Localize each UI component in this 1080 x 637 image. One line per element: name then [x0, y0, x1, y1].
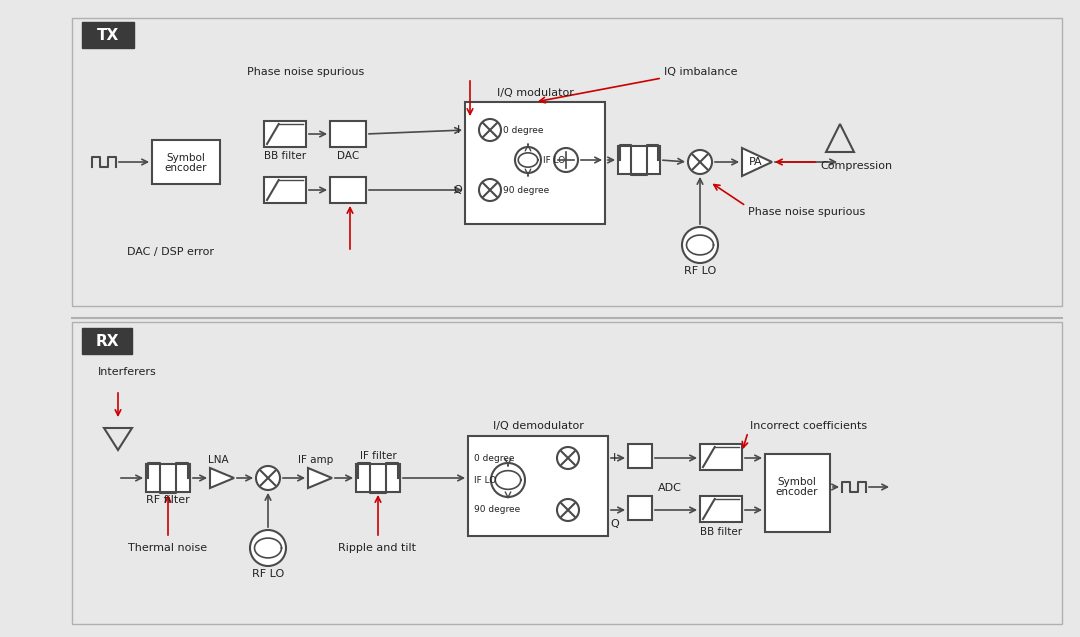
Text: RF LO: RF LO: [252, 569, 284, 579]
Text: I/Q modulator: I/Q modulator: [497, 88, 573, 98]
FancyBboxPatch shape: [330, 121, 366, 147]
Circle shape: [554, 148, 578, 172]
Text: encoder: encoder: [165, 163, 207, 173]
Text: BB filter: BB filter: [264, 151, 306, 161]
Text: DAC: DAC: [337, 151, 360, 161]
Text: PA: PA: [750, 157, 762, 167]
Text: RF LO: RF LO: [684, 266, 716, 276]
FancyBboxPatch shape: [627, 496, 652, 520]
Text: IF LO: IF LO: [474, 475, 496, 485]
Polygon shape: [742, 148, 772, 176]
FancyBboxPatch shape: [264, 121, 306, 147]
FancyBboxPatch shape: [468, 436, 608, 536]
FancyBboxPatch shape: [264, 177, 306, 203]
FancyBboxPatch shape: [356, 464, 400, 492]
FancyBboxPatch shape: [765, 454, 831, 532]
Text: Phase noise spurious: Phase noise spurious: [748, 207, 865, 217]
Text: 0 degree: 0 degree: [503, 125, 543, 134]
Text: IF filter: IF filter: [360, 451, 396, 461]
FancyBboxPatch shape: [627, 444, 652, 468]
Polygon shape: [308, 468, 332, 488]
Circle shape: [688, 150, 712, 174]
Text: Interferers: Interferers: [98, 367, 157, 377]
Text: IF amp: IF amp: [298, 455, 334, 465]
Text: RF filter: RF filter: [146, 495, 190, 505]
Text: I: I: [457, 125, 460, 135]
Text: IQ imbalance: IQ imbalance: [664, 67, 738, 77]
Circle shape: [681, 227, 718, 263]
Text: Compression: Compression: [820, 161, 892, 171]
Text: DAC / DSP error: DAC / DSP error: [127, 247, 214, 257]
Text: TX: TX: [97, 27, 119, 43]
FancyBboxPatch shape: [146, 464, 190, 492]
Text: Incorrect coefficients: Incorrect coefficients: [750, 421, 867, 431]
Text: RX: RX: [95, 334, 119, 348]
FancyBboxPatch shape: [618, 146, 660, 174]
FancyBboxPatch shape: [330, 177, 366, 203]
Text: Q: Q: [610, 519, 619, 529]
Text: 90 degree: 90 degree: [503, 185, 550, 194]
FancyBboxPatch shape: [72, 18, 1062, 306]
FancyBboxPatch shape: [82, 328, 132, 354]
Text: Thermal noise: Thermal noise: [129, 543, 207, 553]
Text: I: I: [613, 453, 617, 463]
Text: Q: Q: [454, 185, 462, 195]
Circle shape: [256, 466, 280, 490]
Text: 90 degree: 90 degree: [474, 506, 521, 515]
Circle shape: [557, 499, 579, 521]
Text: 0 degree: 0 degree: [474, 454, 514, 462]
Circle shape: [480, 179, 501, 201]
Text: IF LO: IF LO: [543, 155, 565, 164]
FancyBboxPatch shape: [72, 322, 1062, 624]
Text: Symbol: Symbol: [166, 153, 205, 163]
Text: Symbol: Symbol: [778, 477, 816, 487]
Circle shape: [249, 530, 286, 566]
FancyBboxPatch shape: [700, 496, 742, 522]
Text: BB filter: BB filter: [700, 527, 742, 537]
Text: encoder: encoder: [775, 487, 819, 497]
Polygon shape: [210, 468, 234, 488]
FancyBboxPatch shape: [465, 102, 605, 224]
Text: Phase noise spurious: Phase noise spurious: [247, 67, 364, 77]
Circle shape: [480, 119, 501, 141]
Text: Ripple and tilt: Ripple and tilt: [338, 543, 416, 553]
Text: I/Q demodulator: I/Q demodulator: [492, 421, 583, 431]
Circle shape: [491, 463, 525, 497]
FancyBboxPatch shape: [152, 140, 220, 184]
Text: LNA: LNA: [207, 455, 228, 465]
FancyBboxPatch shape: [700, 444, 742, 470]
FancyBboxPatch shape: [82, 22, 134, 48]
Text: ADC: ADC: [658, 483, 681, 493]
Circle shape: [557, 447, 579, 469]
Circle shape: [515, 147, 541, 173]
